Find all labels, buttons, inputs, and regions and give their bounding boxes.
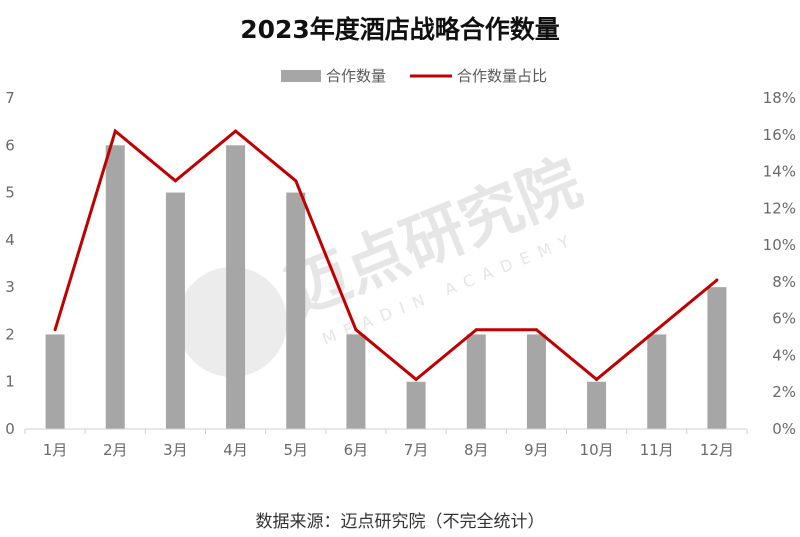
x-tick-label: 2月 xyxy=(103,441,128,459)
legend-bar-label: 合作数量 xyxy=(326,67,386,85)
bar-1月 xyxy=(45,334,65,429)
y-right-tick-label: 8% xyxy=(772,273,796,291)
y-right-tick-label: 18% xyxy=(763,89,796,107)
bar-series xyxy=(45,145,727,430)
share-point-3月 xyxy=(173,179,177,183)
bar-10月 xyxy=(587,381,607,429)
x-tick-label: 7月 xyxy=(404,441,429,459)
y-left-tick-label: 1 xyxy=(5,373,15,391)
legend-line-label: 合作数量占比 xyxy=(457,67,547,85)
share-point-2月 xyxy=(113,129,117,133)
share-point-11月 xyxy=(655,328,659,332)
y-right-tick-label: 0% xyxy=(772,420,796,438)
share-point-7月 xyxy=(414,377,418,381)
y-left-tick-label: 6 xyxy=(5,136,15,154)
y-right-tick-label: 10% xyxy=(763,236,796,254)
x-tick-label: 10月 xyxy=(580,441,614,459)
bar-7月 xyxy=(406,381,426,429)
bar-9月 xyxy=(526,334,546,429)
x-tick-label: 8月 xyxy=(464,441,489,459)
bar-6月 xyxy=(346,334,366,429)
y-right-tick-label: 14% xyxy=(763,163,796,181)
bar-2月 xyxy=(105,145,125,430)
x-tick-label: 11月 xyxy=(640,441,674,459)
y-right-tick-label: 6% xyxy=(772,310,796,328)
line-series xyxy=(53,128,719,382)
bar-5月 xyxy=(286,192,306,429)
share-point-6月 xyxy=(354,328,358,332)
share-point-10月 xyxy=(595,377,599,381)
bar-8月 xyxy=(466,334,486,429)
y-left-tick-label: 2 xyxy=(5,325,15,343)
bar-3月 xyxy=(165,192,185,429)
y-left-tick-label: 4 xyxy=(5,231,15,249)
source-note: 数据来源：迈点研究院（不完全统计） xyxy=(256,512,545,532)
x-tick-label: 5月 xyxy=(283,441,308,459)
bar-12月 xyxy=(707,287,727,429)
y-left-tick-label: 0 xyxy=(5,420,15,438)
y-left-tick-label: 5 xyxy=(5,184,15,202)
legend: 合作数量 合作数量占比 xyxy=(281,67,547,85)
y-right-tick-label: 4% xyxy=(772,346,796,364)
x-tick-label: 9月 xyxy=(524,441,549,459)
share-point-12月 xyxy=(715,278,719,282)
x-tick-label: 4月 xyxy=(223,441,248,459)
legend-bar-swatch xyxy=(281,70,321,82)
axes: 1月 2月 3月 4月 5月 6月 7月 8月 9月 10月 11月 12月 0 1 2 3 4 5 6 7 0% 2% 4… xyxy=(5,89,796,459)
y-right-tick-label: 16% xyxy=(763,126,796,144)
chart-title: 2023年度酒店战略合作数量 xyxy=(240,15,560,44)
share-point-4月 xyxy=(234,129,238,133)
share-point-5月 xyxy=(294,179,298,183)
bar-11月 xyxy=(647,334,667,429)
x-tick-label: 3月 xyxy=(163,441,188,459)
share-point-1月 xyxy=(53,328,57,332)
x-tick-label: 6月 xyxy=(344,441,369,459)
x-tick-label: 1月 xyxy=(43,441,68,459)
share-line xyxy=(53,128,718,382)
x-tick-label: 12月 xyxy=(700,441,734,459)
bar-4月 xyxy=(226,145,246,430)
y-left-tick-label: 3 xyxy=(5,278,15,296)
y-right-tick-label: 12% xyxy=(763,199,796,217)
share-point-8月 xyxy=(474,328,478,332)
y-left-tick-label: 7 xyxy=(5,89,15,107)
y-right-tick-label: 2% xyxy=(772,383,796,401)
share-point-9月 xyxy=(534,328,538,332)
